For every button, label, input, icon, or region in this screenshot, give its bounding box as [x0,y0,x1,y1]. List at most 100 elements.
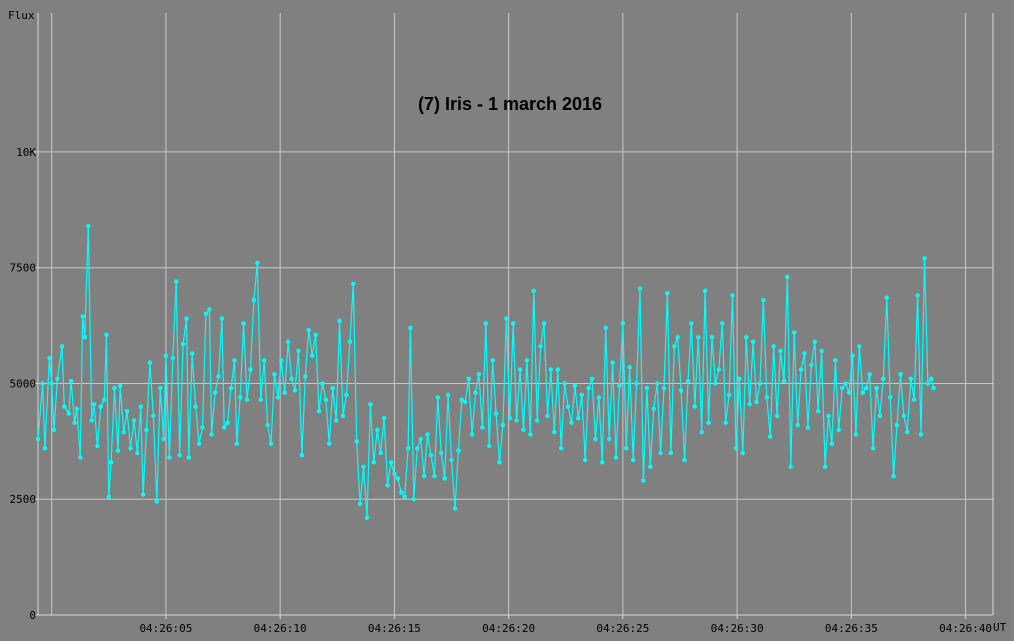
data-point [418,436,423,442]
data-point [411,497,416,502]
data-point [344,392,349,398]
data-point [843,381,848,386]
data-point [737,376,742,381]
data-point [514,418,519,423]
data-point [867,372,872,377]
data-point [613,455,619,460]
data-point [931,385,936,391]
data-point [238,395,243,400]
data-point [327,441,332,446]
data-point [234,441,239,446]
data-point [812,339,817,344]
data-point [589,376,595,381]
data-point [225,420,230,425]
data-point [102,397,107,402]
data-point [668,450,674,456]
data-point [228,385,234,391]
data-point [702,288,708,293]
data-point [925,381,931,386]
data-point [552,429,557,435]
data-point [853,432,859,437]
data-point [449,457,454,463]
data-point [884,295,889,300]
data-point [726,392,732,398]
data-point [340,413,346,419]
data-point [490,358,495,363]
y-tick-label: 0 [29,609,36,622]
data-point [203,311,209,317]
data-point [272,372,277,377]
data-point [483,321,488,326]
data-point [877,413,883,419]
data-point [466,376,471,381]
data-point [607,436,612,442]
data-point [361,464,366,469]
data-point [603,325,608,331]
data-point [177,453,182,458]
data-point [196,441,202,446]
data-point [55,376,60,381]
data-point [504,316,509,321]
data-point [442,476,447,481]
data-point [617,383,622,388]
data-point [918,432,924,437]
data-point [600,460,605,465]
data-point [310,353,315,358]
data-point [375,427,380,432]
data-point [576,416,581,421]
data-point [469,432,475,437]
data-point [184,316,189,321]
data-point [456,448,461,453]
data-point [219,316,225,321]
data-point [395,476,400,481]
data-point [115,448,121,453]
data-point [559,446,564,451]
data-point [901,413,907,419]
data-point [833,358,838,363]
data-point [757,381,763,386]
data-point [730,293,735,298]
data-point [108,460,114,465]
data-point [190,351,195,356]
data-point [275,395,281,400]
data-point [170,355,175,361]
data-point [929,376,934,381]
data-point [163,353,169,358]
data-point [733,446,739,451]
data-point [836,427,841,432]
data-point [874,385,879,391]
data-point [716,367,721,372]
data-point [368,402,373,407]
data-point [774,413,780,419]
y-tick-label: 5000 [10,377,37,390]
data-point [408,325,413,331]
y-axis-label: Flux [8,9,35,22]
data-point [222,425,227,430]
data-point [637,286,643,291]
data-point [128,446,133,451]
data-point [709,335,715,340]
data-point [857,344,862,349]
data-point [282,390,287,395]
data-point [364,515,370,520]
data-point [402,494,407,500]
data-point [644,385,650,391]
y-tick-label: 2500 [10,493,37,506]
data-point [251,297,257,303]
data-point [232,358,237,363]
data-point [47,355,52,361]
data-point [381,416,387,421]
data-point [112,385,117,391]
data-point [51,427,57,432]
data-point [583,457,588,463]
data-point [476,372,482,377]
data-point [91,402,97,407]
data-point [385,483,390,488]
data-point [480,425,485,430]
data-point [675,335,680,340]
data-point [898,372,903,377]
data-point [651,406,656,412]
series-layer [35,223,936,520]
data-point [244,397,250,402]
